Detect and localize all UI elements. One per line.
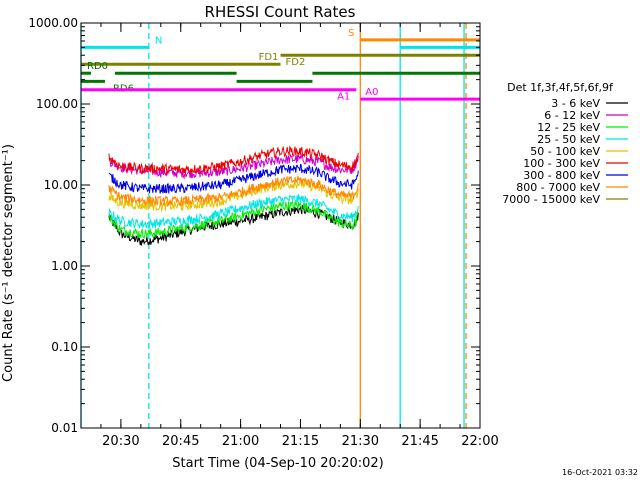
legend-label-4: 50 - 100 keV (530, 145, 600, 158)
y-tick-label-1: 0.10 (51, 340, 78, 354)
y-tick-label-3: 10.00 (44, 178, 78, 192)
timestamp: 16-Oct-2021 03:32 (562, 468, 638, 477)
x-tick-label-3: 21:15 (282, 434, 319, 449)
annotation-label-1: S (348, 28, 354, 39)
y-tick-label-2: 1.00 (51, 259, 78, 273)
series-line-6 (108, 164, 359, 194)
x-tick-label-4: 21:30 (342, 434, 379, 449)
annotation-label-5: RD0 (87, 61, 108, 72)
chart-title: RHESSI Count Rates (205, 3, 356, 21)
x-tick-label-1: 20:45 (162, 434, 199, 449)
y-tick-label-4: 100.00 (36, 97, 78, 111)
y-tick-label-0: 0.01 (51, 421, 78, 435)
annotation-label-3: FD1 (259, 52, 279, 63)
legend-label-3: 25 - 50 keV (537, 133, 600, 146)
x-tick-label-6: 22:00 (461, 434, 498, 449)
annotation-label-11: A0 (365, 87, 378, 98)
series-line-2 (108, 200, 359, 240)
y-tick-label-5: 1000.00 (28, 16, 78, 30)
legend-title: Det 1f,3f,4f,5f,6f,9f (507, 81, 614, 94)
annotation-label-10: A1 (337, 92, 350, 103)
legend-label-5: 100 - 300 keV (523, 157, 600, 170)
annotation-label-4: FD2 (286, 57, 306, 68)
x-axis-label: Start Time (04-Sep-10 20:20:02) (172, 456, 383, 471)
legend-label-6: 300 - 800 keV (523, 169, 600, 182)
legend-label-8: 7000 - 15000 keV (502, 193, 600, 206)
legend-label-2: 12 - 25 keV (537, 121, 600, 134)
x-tick-label-5: 21:45 (401, 434, 438, 449)
plot-area: NSFD1FD2RD0RD6A1A00.010.101.0010.00100.0… (28, 16, 498, 449)
y-axis-label: Count Rate (s⁻¹ detector segment⁻¹) (1, 144, 16, 382)
legend-label-1: 6 - 12 keV (544, 109, 600, 122)
series-line-5 (108, 145, 359, 176)
legend-label-7: 800 - 7000 keV (516, 181, 600, 194)
series-line-3 (108, 193, 359, 229)
series-line-7 (108, 175, 359, 208)
x-tick-label-2: 21:00 (222, 434, 259, 449)
legend-label-0: 3 - 6 keV (551, 97, 600, 110)
annotation-label-0: N (155, 35, 162, 46)
x-tick-label-0: 20:30 (102, 434, 139, 449)
